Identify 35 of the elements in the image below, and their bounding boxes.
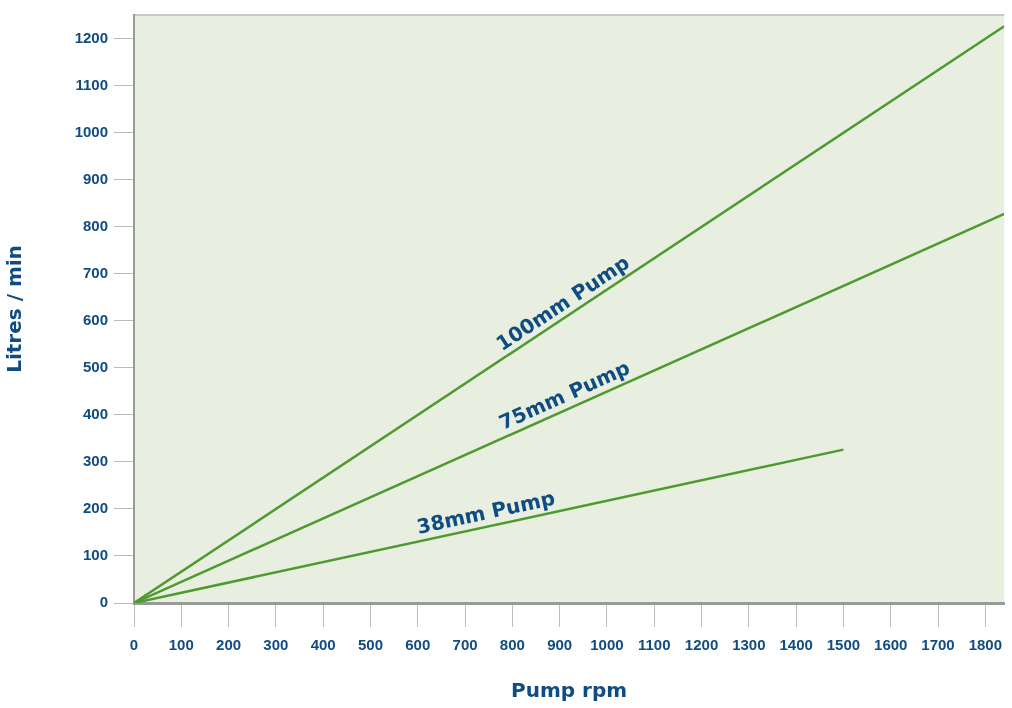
y-tick-label: 500	[82, 357, 108, 375]
y-tick-label: 1100	[75, 75, 108, 93]
x-tick-label: 1100	[637, 636, 671, 654]
y-tick-label: 300	[82, 452, 108, 470]
y-axis-title: Litres / min	[2, 245, 27, 373]
x-tick-label: 300	[263, 636, 289, 654]
x-axis-title: Pump rpm	[511, 678, 628, 703]
x-tick-label: 1700	[921, 636, 955, 654]
x-tick-label: 1200	[684, 636, 719, 654]
y-tick-label: 800	[82, 216, 108, 234]
y-tick-label: 600	[82, 310, 108, 328]
x-tick-label: 100	[168, 636, 194, 654]
y-tick-label: 900	[82, 169, 108, 187]
y-tick-label: 1200	[74, 28, 108, 46]
x-tick-label: 0	[129, 636, 139, 654]
x-tick-label: 1400	[779, 636, 813, 654]
text: 38mm Pump	[414, 486, 558, 540]
x-tick-label: 1300	[732, 636, 766, 654]
x-tick-label: 1000	[590, 636, 624, 654]
x-tick-label: 400	[310, 636, 336, 654]
x-tick-label: 1500	[826, 636, 861, 654]
y-tick-label: 0	[99, 593, 108, 611]
x-tick-label: 600	[405, 636, 431, 654]
y-tick-label: 100	[82, 546, 108, 564]
x-tick-label: 500	[357, 636, 383, 654]
x-tick-label: 1600	[874, 636, 908, 654]
x-tick-label: 1800	[968, 636, 1002, 654]
x-tick-label: 800	[499, 636, 525, 654]
y-tick-label: 1000	[74, 122, 108, 140]
y-tick-label: 200	[82, 499, 108, 517]
x-tick-label: 900	[547, 636, 573, 654]
y-tick-label: 400	[82, 404, 108, 422]
x-tick-label: 700	[452, 636, 478, 654]
x-tick-label: 200	[216, 636, 242, 654]
y-tick-label: 700	[82, 263, 108, 281]
